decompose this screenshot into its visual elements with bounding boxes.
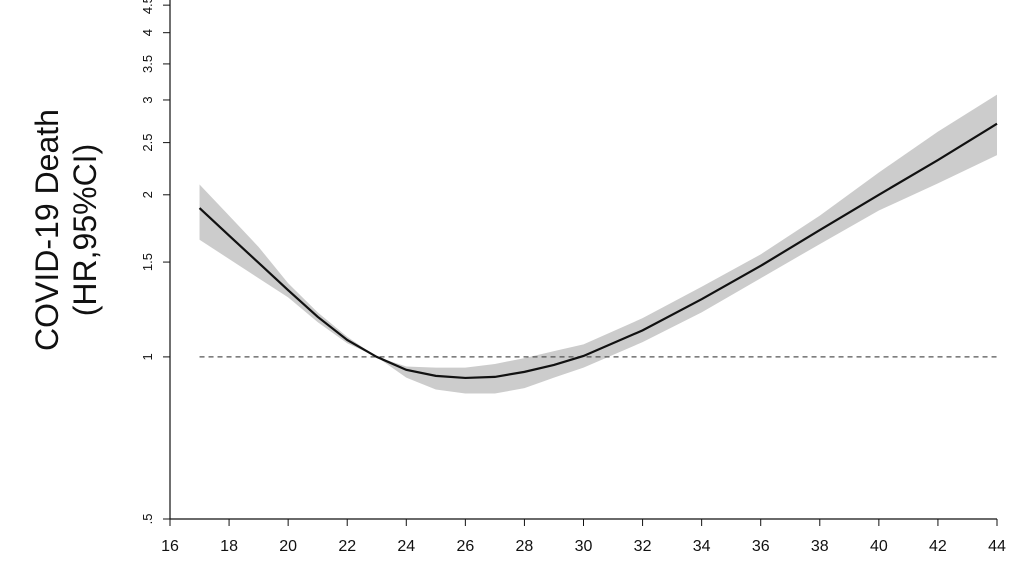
x-tick-label: 34 (693, 538, 711, 555)
x-tick-label: 18 (220, 538, 238, 555)
x-tick-label: 20 (279, 538, 297, 555)
x-tick-label: 26 (456, 538, 474, 555)
x-tick-label: 22 (338, 538, 356, 555)
y-axis-title: COVID-19 Death (29, 109, 65, 351)
x-tick-label: 24 (397, 538, 415, 555)
hr-curve (198, 122, 998, 380)
y-tick-label: 1.5 (140, 253, 155, 271)
y-tick-label: 2.5 (140, 134, 155, 152)
y-tick-label: 4.5 (140, 0, 155, 14)
y-tick-label: 3.5 (140, 55, 155, 73)
x-tick-label: 36 (752, 538, 770, 555)
x-tick-label: 44 (988, 538, 1006, 555)
x-tick-label: 38 (811, 538, 829, 555)
y-tick-label: 1 (140, 353, 155, 360)
x-tick-label: 16 (161, 538, 179, 555)
y-tick-label: 2 (140, 191, 155, 198)
y-tick-label: .5 (140, 514, 155, 525)
x-tick-label: 42 (929, 538, 947, 555)
x-tick-label: 32 (634, 538, 652, 555)
y-tick-label: 4 (140, 29, 155, 36)
x-tick-label: 40 (870, 538, 888, 555)
y-axis-title: (HR,95%CI) (67, 144, 103, 316)
x-tick-label: 28 (516, 538, 534, 555)
y-tick-label: 3 (140, 96, 155, 103)
x-tick-label: 30 (575, 538, 593, 555)
